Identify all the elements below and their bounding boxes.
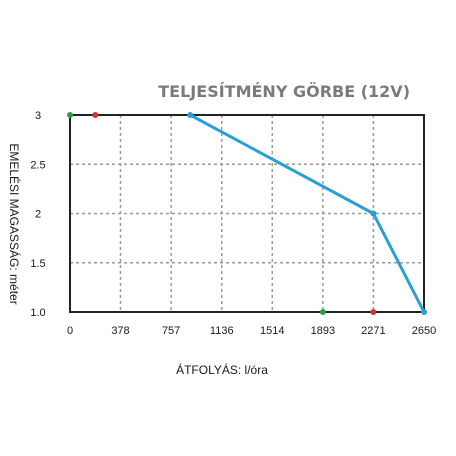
axis-marker-dot [67,112,73,118]
plot-frame [69,114,425,313]
x-axis-label: ÁTFOLYÁS: l/óra [176,362,268,377]
curve-point [421,309,427,315]
x-tick-label: 378 [111,325,129,337]
x-tick-label: 1136 [210,325,234,337]
axis-marker-dot [319,309,326,315]
plot-frame-rect [69,114,425,313]
y-tick-label: 2.5 [30,159,45,171]
axis-marker-dot [92,112,99,118]
curve-point [187,112,194,118]
y-axis-label: EMELÉSI MAGASSÁG: méter [7,143,22,304]
marker-layer [67,112,377,315]
y-tick-label: 2 [35,209,41,221]
y-tick-label: 1.5 [30,258,45,270]
x-tick-label: 2650 [412,325,436,337]
y-tick-label: 1.0 [30,307,45,319]
x-tick-label: 0 [67,325,73,337]
chart-title: TELJESÍTMÉNY GÖRBE (12V) [158,82,410,101]
series-layer [187,112,427,315]
x-tick-label: 1893 [311,325,335,337]
curve-point [370,210,377,217]
x-tick-label: 1514 [260,325,284,337]
tick-labels: 0 378 757 1136 1514 1893 2271 2650 3 2.5 2 1.5 1.0 [30,110,436,337]
axis-marker-dot [370,309,377,315]
x-tick-label: 757 [162,325,180,337]
y-tick-label: 3 [35,110,41,122]
x-tick-label: 2271 [361,325,385,337]
